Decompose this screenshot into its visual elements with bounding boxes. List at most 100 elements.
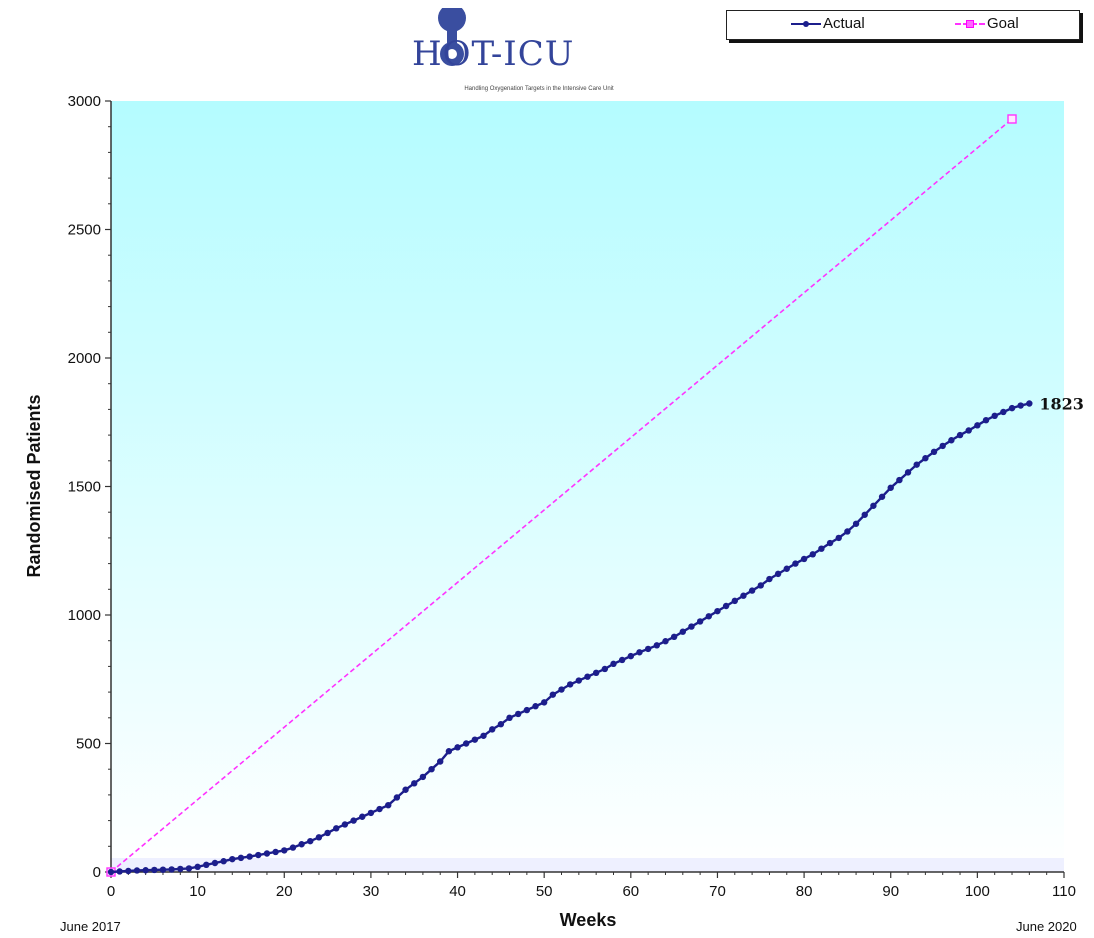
actual-point xyxy=(116,868,123,875)
actual-point xyxy=(1026,400,1033,407)
actual-point xyxy=(315,834,323,841)
actual-point xyxy=(826,539,834,547)
actual-point xyxy=(437,758,444,765)
actual-point xyxy=(471,736,479,743)
y-axis-label: Randomised Patients xyxy=(24,394,44,577)
x-tick-label: 50 xyxy=(536,883,553,900)
actual-point xyxy=(454,744,461,751)
actual-point xyxy=(185,865,193,872)
key-logo-icon xyxy=(438,8,466,66)
actual-point xyxy=(714,607,721,615)
actual-point xyxy=(402,786,409,793)
actual-point xyxy=(229,855,236,863)
actual-point xyxy=(818,545,825,552)
actual-point xyxy=(688,623,695,630)
actual-point xyxy=(133,867,141,874)
actual-point xyxy=(852,520,860,527)
x-tick-label: 110 xyxy=(1052,883,1076,900)
end-date-note: June 2020 xyxy=(1016,919,1077,934)
actual-point xyxy=(385,801,392,809)
legend-actual-swatch xyxy=(791,21,821,28)
logo-text: HOT-ICU xyxy=(412,34,575,74)
x-tick-label: 60 xyxy=(622,883,639,900)
actual-point xyxy=(367,809,375,817)
actual-point xyxy=(307,837,314,845)
actual-point xyxy=(419,773,427,781)
legend-item-goal: Goal xyxy=(955,15,1019,32)
actual-point xyxy=(956,431,964,439)
legend-goal-swatch xyxy=(955,20,985,29)
chart-legend: Actual Goal xyxy=(726,10,1080,40)
actual-point xyxy=(991,412,998,420)
actual-point xyxy=(774,570,782,578)
y-tick-label: 1000 xyxy=(68,607,101,624)
actual-point xyxy=(930,448,938,456)
actual-point xyxy=(177,865,184,873)
actual-point xyxy=(159,866,167,873)
actual-point xyxy=(584,673,591,680)
actual-point xyxy=(333,825,340,832)
actual-point xyxy=(549,691,557,698)
actual-point xyxy=(463,740,470,747)
actual-point xyxy=(393,794,401,801)
y-tick-label: 1500 xyxy=(68,479,101,496)
actual-point xyxy=(255,851,262,859)
actual-point xyxy=(922,455,929,462)
x-tick-label: 40 xyxy=(449,883,466,900)
actual-point xyxy=(982,416,990,424)
actual-point xyxy=(324,829,331,837)
actual-point xyxy=(411,780,418,787)
actual-point xyxy=(445,748,453,755)
start-date-note: June 2017 xyxy=(60,919,121,934)
actual-point xyxy=(913,461,920,468)
actual-point xyxy=(428,766,435,773)
actual-point xyxy=(359,813,366,820)
actual-point xyxy=(558,686,565,693)
actual-point xyxy=(523,706,531,714)
actual-point xyxy=(350,817,357,824)
hot-icu-logo: HOT-ICU Handling Oxygenation Targets in … xyxy=(408,8,668,100)
actual-point xyxy=(757,582,764,589)
actual-point xyxy=(489,726,496,733)
actual-point xyxy=(662,638,669,645)
y-tick-label: 0 xyxy=(93,864,101,881)
x-axis-label: Weeks xyxy=(560,910,617,930)
logo-subtitle: Handling Oxygenation Targets in the Inte… xyxy=(464,86,614,92)
actual-point xyxy=(194,863,201,871)
actual-point xyxy=(298,841,305,848)
actual-point xyxy=(653,642,661,649)
actual-point xyxy=(766,575,773,583)
actual-point xyxy=(870,502,877,509)
actual-point xyxy=(289,844,297,851)
plot-area xyxy=(111,101,1064,872)
x-tick-label: 0 xyxy=(107,883,115,900)
x-tick-label: 100 xyxy=(965,883,990,900)
actual-point xyxy=(168,866,175,873)
actual-point xyxy=(722,602,730,610)
actual-point xyxy=(107,868,115,876)
actual-point xyxy=(246,853,253,860)
actual-point xyxy=(644,645,652,653)
x-tick-label: 20 xyxy=(276,883,293,900)
actual-point xyxy=(748,587,756,594)
actual-point xyxy=(566,681,574,688)
actual-point xyxy=(506,714,513,721)
actual-point xyxy=(497,721,505,728)
actual-point xyxy=(601,665,609,673)
actual-point xyxy=(272,848,279,856)
actual-point xyxy=(636,649,643,656)
actual-point xyxy=(696,618,704,625)
actual-point xyxy=(809,551,816,558)
actual-point xyxy=(974,422,981,429)
x-tick-label: 70 xyxy=(709,883,726,900)
legend-goal-label: Goal xyxy=(987,15,1019,32)
y-tick-label: 2000 xyxy=(68,350,101,367)
actual-point xyxy=(627,652,635,660)
x-tick-label: 80 xyxy=(796,883,813,900)
goal-point xyxy=(1007,114,1017,124)
actual-point xyxy=(896,476,903,484)
actual-point xyxy=(532,703,539,710)
actual-point xyxy=(800,555,808,563)
actual-point xyxy=(281,847,288,854)
